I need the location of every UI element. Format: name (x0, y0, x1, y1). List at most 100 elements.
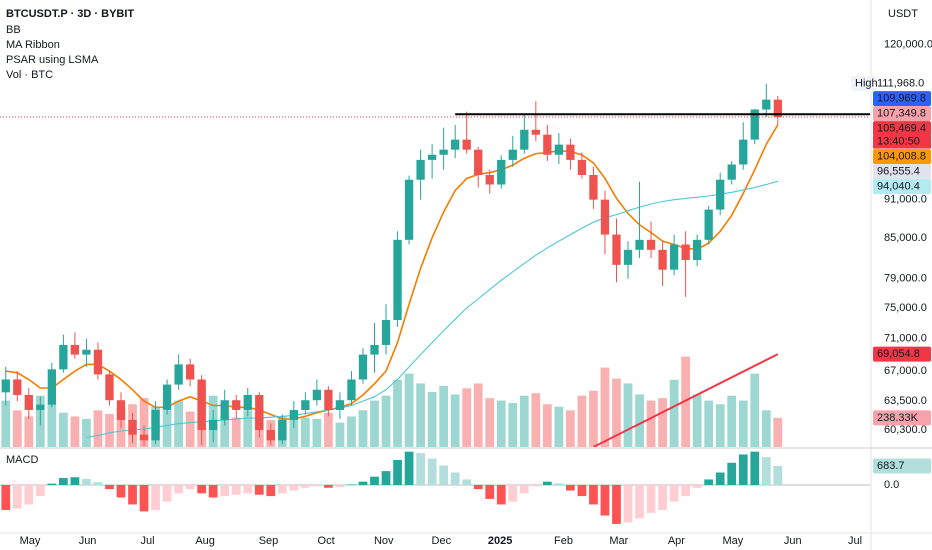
candle-body (335, 400, 345, 410)
volume-bar (162, 410, 172, 447)
volume-bar (554, 406, 564, 447)
volume-bar (577, 395, 587, 447)
macd-bar (128, 485, 137, 505)
price-tag: 109,969.8 (877, 92, 926, 104)
macd-bar (47, 483, 57, 485)
macd-bar (197, 485, 207, 494)
macd-bar (646, 485, 656, 513)
volume-bar (600, 367, 610, 447)
candle-body (669, 244, 679, 270)
candle-body (427, 154, 437, 160)
macd-bar (715, 472, 725, 485)
macd-bar (738, 454, 748, 485)
candle-body (600, 199, 610, 235)
candle-body (289, 409, 298, 420)
macd-bar (508, 485, 518, 502)
volume-bar (485, 398, 495, 447)
volume-bar (692, 394, 702, 447)
price-pane (1, 83, 783, 447)
candle-body (243, 394, 252, 410)
volume-bar (139, 398, 149, 447)
volume-bar (738, 400, 748, 447)
candle-body (693, 239, 702, 261)
macd-bar (82, 478, 91, 485)
candle-body (255, 394, 264, 431)
x-tick-label: May (722, 535, 743, 547)
volume-bar (773, 417, 783, 447)
volume-bar (669, 379, 679, 447)
candle-body (347, 379, 356, 401)
macd-bar (635, 485, 644, 519)
x-tick-label: Jul (848, 535, 862, 547)
candle-body (520, 129, 529, 150)
candle-body (312, 389, 322, 401)
volume-bar (427, 392, 437, 447)
macd-bar (358, 481, 368, 485)
candle-body (151, 409, 160, 441)
macd-bar (519, 485, 529, 494)
candle-body (370, 344, 379, 355)
candle-body (566, 144, 575, 160)
x-tick-label: Aug (195, 535, 215, 547)
macd-bar (542, 481, 552, 485)
macd-bar (727, 462, 737, 485)
macd-bar (462, 479, 472, 485)
volume-bar (496, 400, 506, 447)
candle-body (1, 379, 10, 393)
volume-bar (82, 418, 91, 447)
y-tick-label: 71,000.0 (884, 333, 927, 345)
macd-bar (220, 485, 230, 497)
volume-bar (612, 378, 621, 447)
macd-title: MACD (6, 454, 38, 466)
macd-tick-label: 0.0 (884, 479, 899, 491)
candle-body (739, 139, 748, 165)
price-tag-box (873, 164, 931, 180)
macd-bar (243, 485, 253, 494)
volume-bar (519, 395, 529, 447)
x-tick-label: Jul (140, 535, 154, 547)
candle-body (404, 179, 414, 240)
macd-bar (1, 485, 11, 510)
volume-bar (312, 418, 322, 447)
macd-bar (612, 485, 621, 524)
macd-bar (589, 485, 598, 505)
indicator-label: Vol · BTC (6, 69, 53, 81)
candle-body (589, 174, 598, 200)
candle-body (128, 419, 137, 435)
macd-bar (427, 458, 437, 485)
volume-bar (58, 412, 68, 447)
x-tick-label: Apr (668, 535, 685, 547)
candle-body (773, 99, 782, 118)
trend-tag: 69,054.8 (877, 348, 920, 360)
candle-body (704, 209, 713, 240)
candle-body (508, 149, 517, 160)
price-tag: 104,008.8 (877, 150, 926, 162)
y-tick-label: 91,000.0 (884, 194, 927, 206)
macd-bar (669, 485, 679, 502)
candle-body (727, 164, 736, 180)
indicator-label: BB (6, 24, 21, 36)
y-tick-label: 63,500.0 (884, 395, 927, 407)
macd-bar (335, 485, 345, 488)
candle-body (116, 400, 126, 420)
candle-body (381, 319, 391, 345)
indicator-label: PSAR using LSMA (6, 54, 99, 66)
volume-tag: 238.33K (877, 412, 919, 424)
candle-body (105, 374, 114, 401)
moving-average (5, 124, 779, 420)
macd-bar (185, 485, 195, 490)
candle-body (681, 244, 690, 261)
candle-body (416, 159, 425, 180)
volume-bar (635, 394, 644, 447)
macd-bar (162, 485, 172, 502)
candle-body (531, 129, 540, 135)
candle-body (485, 174, 494, 185)
volume-bar (681, 356, 691, 447)
volume-bar (750, 373, 760, 447)
macd-bar (105, 485, 114, 490)
volume-bar (761, 410, 771, 447)
x-tick-label: Oct (318, 535, 335, 547)
candle-body (93, 349, 103, 375)
trend-line (592, 353, 779, 447)
x-tick-label: Jun (784, 535, 802, 547)
